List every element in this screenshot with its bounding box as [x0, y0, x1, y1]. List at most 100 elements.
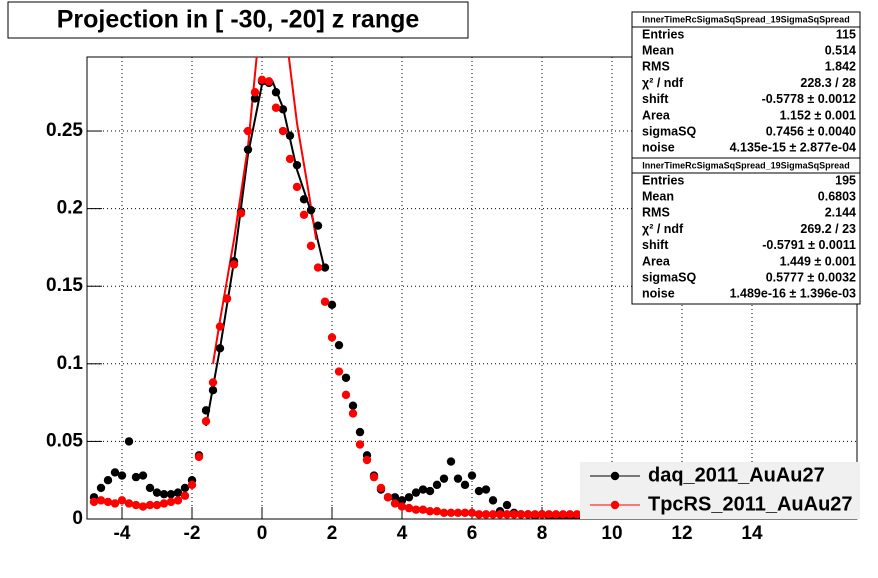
data-point — [467, 471, 477, 480]
data-point — [390, 493, 400, 502]
stats-label: χ² / ndf — [642, 76, 684, 90]
stats-value: -0.5791 ± 0.0011 — [762, 238, 856, 252]
data-point — [565, 510, 575, 519]
data-point — [159, 499, 169, 508]
data-point — [166, 489, 176, 499]
data-point — [348, 401, 358, 410]
data-point — [537, 510, 547, 519]
data-point — [299, 210, 309, 220]
stats-value: 0.7456 ± 0.0040 — [766, 124, 856, 138]
data-point — [222, 294, 232, 303]
data-point — [327, 333, 337, 342]
data-point — [243, 145, 253, 154]
legend-box — [580, 462, 860, 519]
data-point — [180, 483, 190, 493]
data-point — [313, 263, 323, 272]
y-tick-label: 0.1 — [57, 353, 84, 374]
data-point — [376, 483, 386, 493]
data-point — [418, 485, 428, 494]
data-point — [250, 94, 260, 103]
stats-value: 195 — [835, 173, 856, 187]
data-point — [229, 260, 239, 269]
stats-label: Entries — [642, 173, 684, 187]
data-point — [278, 126, 288, 136]
data-point — [271, 103, 281, 112]
data-point — [292, 160, 302, 170]
data-point — [369, 472, 379, 482]
data-point — [439, 508, 449, 517]
x-tick-label: 8 — [537, 523, 548, 544]
data-point — [96, 483, 106, 493]
data-point — [145, 483, 155, 493]
data-point — [138, 471, 148, 480]
data-point — [390, 499, 400, 508]
data-point — [117, 471, 127, 480]
data-point — [411, 488, 421, 497]
data-point — [572, 510, 582, 519]
stats-label: RMS — [642, 60, 670, 74]
data-point — [334, 367, 344, 376]
data-point — [215, 344, 225, 353]
data-point — [460, 480, 470, 490]
data-point — [516, 510, 526, 519]
stats-value: 0.6803 — [818, 189, 856, 203]
data-point — [488, 496, 498, 505]
data-point — [201, 406, 211, 415]
stats-box — [631, 157, 861, 305]
data-point — [453, 474, 463, 483]
data-point — [131, 500, 141, 510]
x-tick-label: 0 — [257, 523, 268, 544]
data-point — [558, 510, 568, 519]
data-point — [320, 297, 330, 306]
data-point — [502, 500, 512, 510]
data-point — [306, 205, 316, 215]
data-point — [488, 510, 498, 519]
chart-title: Projection in [ -30, -20] z range — [57, 6, 420, 34]
data-point — [495, 510, 505, 519]
stats-label: χ² / ndf — [642, 222, 684, 236]
data-point — [544, 510, 554, 519]
stats-value: 0.514 — [825, 43, 856, 57]
y-tick-label: 0.2 — [57, 198, 83, 219]
y-tick-label: 0.05 — [46, 430, 83, 451]
data-point — [523, 510, 533, 519]
stats-label: Area — [642, 254, 671, 268]
data-point — [138, 502, 148, 511]
data-point — [446, 508, 456, 517]
data-point — [117, 496, 127, 505]
stats-label: shift — [642, 238, 669, 252]
data-point — [502, 510, 512, 519]
data-point — [110, 499, 120, 508]
data-point — [362, 455, 372, 465]
stats-value: 1.489e-16 ± 1.396e-03 — [730, 287, 856, 301]
data-point — [236, 209, 246, 218]
stats-value: 2.144 — [825, 206, 856, 220]
data-point — [292, 182, 302, 192]
data-point — [103, 497, 113, 507]
data-point — [131, 472, 141, 482]
data-point — [355, 427, 365, 437]
data-point — [341, 373, 351, 382]
data-point — [467, 508, 477, 517]
stats-label: sigmaSQ — [642, 124, 696, 138]
data-point — [439, 474, 449, 483]
x-tick-label: 2 — [327, 523, 338, 544]
data-point — [383, 493, 393, 502]
legend-marker — [610, 500, 620, 510]
data-point — [187, 480, 197, 490]
stats-value: 228.3 / 28 — [800, 76, 856, 90]
data-point — [96, 496, 106, 505]
fit-line — [212, 57, 318, 364]
data-point — [425, 486, 435, 496]
data-point — [124, 437, 134, 446]
data-point — [397, 496, 407, 505]
data-point — [250, 88, 260, 97]
data-point — [446, 457, 456, 466]
data-point — [341, 390, 351, 400]
stats-label: shift — [642, 92, 669, 106]
stats-label: Mean — [642, 189, 674, 203]
data-point — [404, 493, 414, 502]
data-point — [173, 488, 183, 497]
data-point — [124, 499, 134, 508]
data-point — [201, 417, 211, 426]
